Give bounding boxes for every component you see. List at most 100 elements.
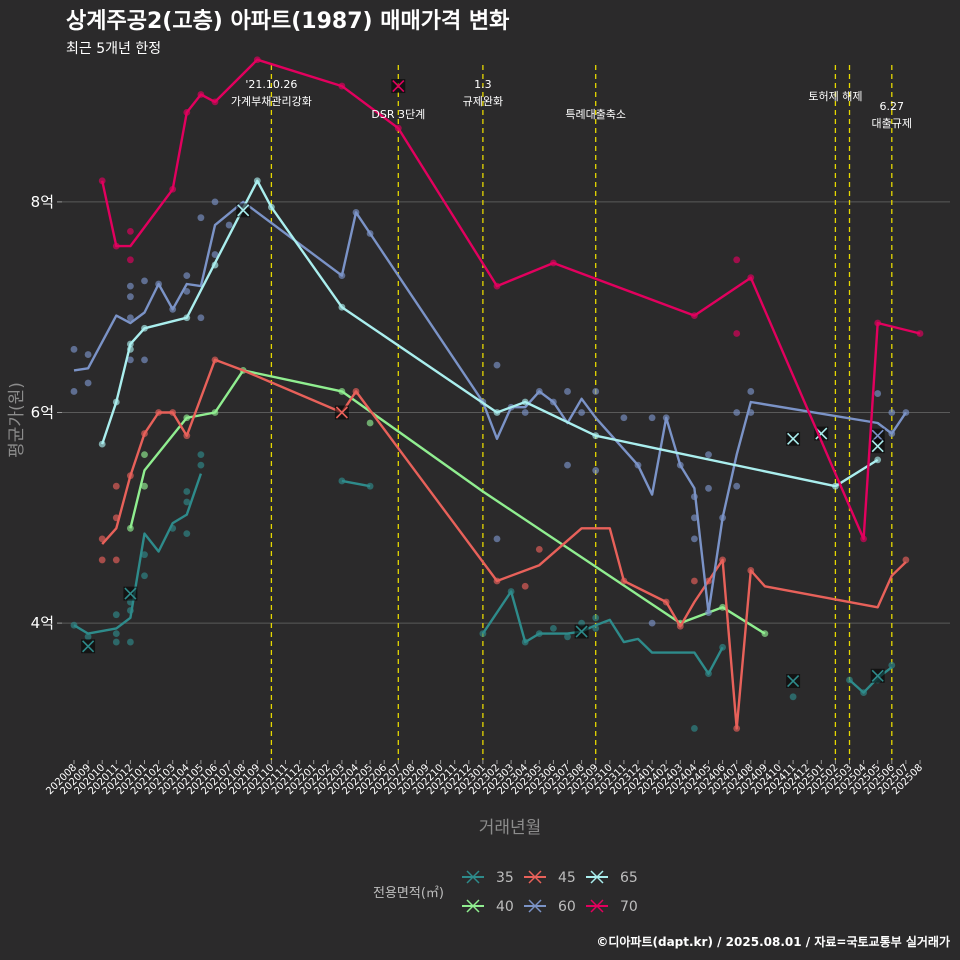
data-point <box>394 124 402 132</box>
cross-marker <box>871 669 884 682</box>
data-point <box>225 221 233 229</box>
data-point <box>620 577 628 585</box>
data-point <box>126 638 134 646</box>
data-point <box>705 609 712 616</box>
data-point <box>169 305 177 313</box>
data-point <box>747 274 755 282</box>
legend-label: 45 <box>558 870 576 886</box>
data-point <box>352 209 360 216</box>
data-point <box>634 461 642 469</box>
data-point <box>705 670 712 678</box>
data-point <box>112 482 120 490</box>
data-point <box>535 545 543 553</box>
series-line <box>101 58 921 541</box>
data-point <box>141 482 148 490</box>
data-point <box>705 484 712 492</box>
data-point <box>141 277 148 285</box>
event-label: '21.10.26 <box>245 78 297 91</box>
data-point <box>916 330 924 337</box>
legend-swatch-cross <box>466 899 480 913</box>
data-point <box>902 409 910 416</box>
data-point <box>112 242 120 250</box>
data-point <box>592 432 600 440</box>
data-point <box>676 461 684 469</box>
data-point <box>691 535 698 543</box>
legend-swatch-cross <box>528 870 542 884</box>
cross-marker <box>82 640 95 653</box>
data-point <box>183 414 191 422</box>
data-point <box>564 633 571 641</box>
data-point <box>112 611 120 619</box>
y-axis-ticks: 4억 6억 8억 <box>31 193 62 632</box>
event-label: 대출규제 <box>872 117 912 130</box>
data-point <box>507 588 515 595</box>
data-point <box>183 530 191 537</box>
data-point <box>493 361 501 369</box>
data-point <box>84 379 92 387</box>
data-point <box>112 556 120 564</box>
data-point <box>705 577 712 585</box>
data-point <box>761 630 769 638</box>
data-point <box>183 108 191 116</box>
event-label: 특례대출축소 <box>565 108 626 121</box>
data-point <box>183 288 191 295</box>
x-axis-ticks: 2020082020092020102020112020122021012021… <box>44 760 925 797</box>
data-point <box>112 638 120 646</box>
data-point <box>197 451 205 459</box>
data-point <box>691 514 698 522</box>
data-point <box>84 351 92 358</box>
data-point <box>253 177 261 185</box>
data-point <box>535 388 543 395</box>
y-axis-label: 평균가(원) <box>7 382 27 458</box>
event-label: 6.27 <box>880 100 905 113</box>
data-point <box>846 676 853 684</box>
data-point <box>112 630 120 638</box>
data-point <box>126 524 134 532</box>
y-tick-label: 4억 <box>31 614 54 632</box>
data-point <box>719 556 726 564</box>
data-point <box>719 603 726 611</box>
data-point <box>620 414 628 422</box>
data-point <box>733 256 741 264</box>
cross-marker <box>124 587 137 600</box>
legend-title: 전용면적(㎡) <box>373 886 444 901</box>
data-point <box>141 356 148 364</box>
data-point <box>832 482 839 490</box>
data-point <box>141 551 148 559</box>
data-point <box>366 419 374 427</box>
data-point <box>126 607 134 614</box>
data-point <box>874 390 882 397</box>
legend-swatch-cross <box>466 870 480 884</box>
data-point <box>521 409 529 416</box>
legend-label: 60 <box>558 899 576 915</box>
data-point <box>338 477 346 485</box>
data-point <box>521 398 529 406</box>
data-point <box>691 725 698 732</box>
series-line <box>73 473 893 694</box>
data-point <box>747 567 755 574</box>
data-point <box>141 430 148 437</box>
data-point <box>719 643 726 651</box>
event-label: 토허제 해제 <box>808 89 862 103</box>
data-point <box>70 345 78 353</box>
event-label: 가계부채관리강화 <box>231 95 312 108</box>
legend-label: 35 <box>496 870 514 886</box>
data-point <box>70 388 78 395</box>
data-point <box>888 409 896 416</box>
data-point <box>352 388 360 395</box>
data-point <box>592 624 600 632</box>
data-point <box>902 556 910 564</box>
data-point <box>141 324 148 332</box>
data-point <box>493 535 501 543</box>
data-point <box>860 535 867 543</box>
series-60 <box>70 198 910 627</box>
data-point <box>126 314 134 322</box>
data-point <box>126 256 134 264</box>
data-point <box>592 467 600 474</box>
data-point <box>747 388 755 395</box>
data-point <box>253 56 261 64</box>
data-point <box>676 622 684 630</box>
y-tick-label: 6억 <box>31 404 54 422</box>
